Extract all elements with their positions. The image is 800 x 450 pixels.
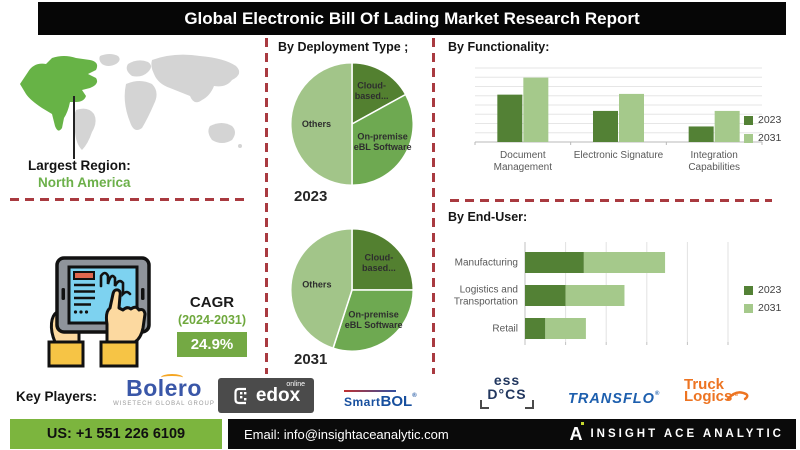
deployment-section-title: By Deployment Type ; (278, 40, 409, 54)
essdocs-corner-right (525, 400, 534, 409)
world-map (20, 54, 242, 150)
continent-north-america (20, 56, 98, 131)
essdocs-line1: ess (493, 372, 521, 388)
functionality-legend: 2023 2031 (744, 114, 781, 144)
svg-text:Manufacturing: Manufacturing (455, 258, 518, 269)
island-dot (238, 144, 242, 148)
smartbol-suffix: BOL (380, 393, 413, 410)
email-text: Email: info@insightaceanalytic.com (244, 426, 449, 442)
svg-text:based...: based... (355, 91, 389, 101)
svg-text:On-premise: On-premise (357, 132, 407, 142)
smartbol-logo: SmartBOL® (344, 390, 417, 411)
enduser-section-title: By End-User: (448, 210, 528, 224)
svg-text:eBL Software: eBL Software (345, 320, 403, 330)
transflo-mark: ® (654, 391, 661, 397)
continent-australia (208, 123, 235, 143)
svg-text:Others: Others (302, 279, 331, 289)
edox-name: edox (255, 384, 301, 406)
region-leader-line (73, 96, 75, 159)
enduser-legend: 2023 2031 (744, 284, 781, 314)
phone-banner: US: +1 551 226 6109 (10, 419, 222, 449)
essdocs-line2: D°CS (487, 386, 527, 402)
divider-dashed-left (10, 198, 250, 201)
svg-text:Transportation: Transportation (454, 297, 518, 308)
smartbol-mark: ® (412, 393, 417, 399)
continent-africa (124, 81, 157, 130)
bolero-arc-decoration (161, 374, 183, 381)
svg-text:based...: based... (362, 263, 396, 273)
legend-item: 2031 (744, 132, 781, 144)
svg-text:Cloud-: Cloud- (357, 80, 386, 90)
edox-logo: edox online (218, 378, 314, 413)
cagr-block: CAGR (2024-2031) 24.9% (166, 294, 258, 357)
continent-greenland (99, 54, 120, 66)
cagr-label: CAGR (189, 294, 235, 311)
svg-text:Cloud-: Cloud- (365, 253, 394, 263)
bolero-logo: Bolero WISETECH GLOBAL GROUP (106, 374, 222, 407)
svg-text:Document: Document (500, 150, 546, 161)
largest-region-value: North America (38, 175, 131, 190)
svg-text:eBL Software: eBL Software (354, 142, 412, 152)
edox-badge: online (286, 381, 305, 388)
edox-icon (234, 387, 247, 404)
key-players-label: Key Players: (16, 389, 98, 404)
largest-region-label: Largest Region: (28, 158, 131, 173)
svg-text:Others: Others (302, 119, 331, 129)
trucklogics-logo: Truck Logics™ (684, 376, 749, 405)
svg-text:Logistics and: Logistics and (460, 285, 518, 296)
divider-dashed-vertical-2 (432, 38, 435, 374)
svg-text:Integration: Integration (691, 150, 738, 161)
legend-item: 2023 (744, 284, 781, 296)
essdocs-logo: ess D°CS (478, 372, 536, 409)
trucklogics-line2: Logics (684, 388, 733, 405)
continent-asia (151, 54, 240, 103)
footer-bar: Email: info@insightaceanalytic.com A INS… (228, 419, 796, 449)
transflo-name: TRANSFLO (568, 391, 655, 407)
legend-item: 2031 (744, 302, 781, 314)
pie-year-2023: 2023 (294, 188, 328, 205)
essdocs-corner-left (480, 400, 489, 409)
functionality-section-title: By Functionality: (448, 40, 550, 54)
legend-item: 2023 (744, 114, 781, 126)
trucklogics-swoosh-icon (726, 391, 749, 401)
enduser-bar-chart: Manufacturing Logistics andTransportation… (454, 242, 729, 345)
svg-text:Electronic Signature: Electronic Signature (574, 150, 664, 161)
brand-name: INSIGHT ACE ANALYTIC (590, 428, 784, 440)
svg-text:Retail: Retail (492, 324, 518, 335)
smartbol-rule-decoration (344, 390, 396, 392)
brand-lockup: A INSIGHT ACE ANALYTIC (569, 422, 784, 444)
svg-text:Management: Management (494, 162, 553, 173)
divider-dashed-vertical-1 (265, 38, 268, 374)
pie-year-2031: 2031 (294, 351, 328, 368)
continent-europe (126, 60, 151, 77)
cagr-period: (2024-2031) (177, 313, 247, 327)
divider-dashed-right (450, 199, 772, 202)
svg-text:On-premise: On-premise (348, 309, 398, 319)
brand-a-icon: A (569, 422, 585, 444)
brand-dot (581, 422, 585, 425)
smartbol-prefix: Smart (344, 395, 381, 409)
bolero-tagline: WISETECH GLOBAL GROUP (113, 401, 215, 407)
continent-south-america (73, 108, 96, 150)
cagr-value: 24.9% (177, 332, 247, 357)
trucklogics-mark: ™ (732, 394, 739, 400)
trucklogics-line1: Truck (684, 376, 725, 393)
report-title: Global Electronic Bill Of Lading Market … (38, 2, 786, 35)
tablet-hands-illustration (47, 256, 151, 368)
transflo-logo: TRANSFLO® (568, 391, 660, 407)
svg-text:Capabilities: Capabilities (688, 162, 740, 173)
